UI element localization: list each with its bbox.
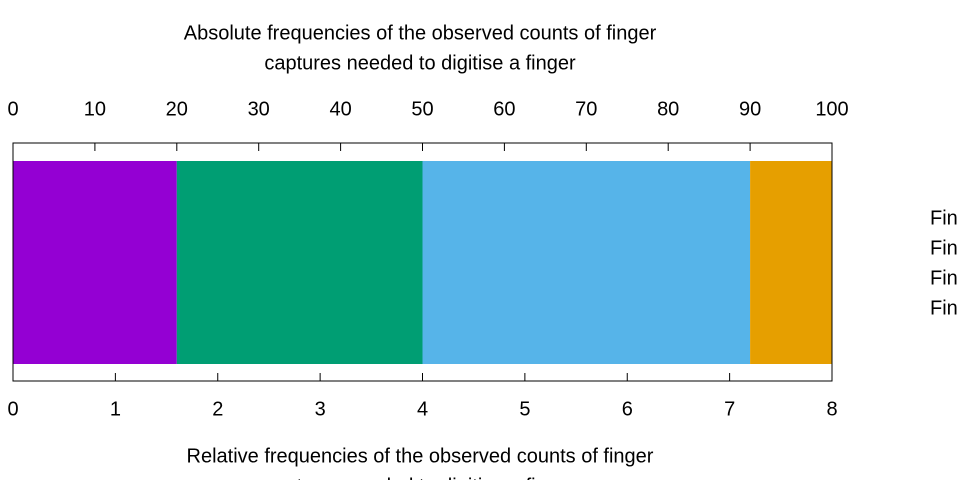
x2-tick-label: 90: [739, 98, 761, 120]
x2-tick-label: 100: [815, 98, 848, 120]
legend-label: Fin: [930, 297, 958, 319]
x-tick-label: 3: [315, 398, 326, 420]
x-tick-label: 6: [622, 398, 633, 420]
x2-tick-label: 60: [493, 98, 515, 120]
chart-title: captures needed to digitise a finger: [264, 52, 576, 74]
x-axis-title: Relative frequencies of the observed cou…: [187, 445, 654, 467]
x2-tick-label: 70: [575, 98, 597, 120]
x2-tick-label: 50: [411, 98, 433, 120]
x-tick-label: 4: [417, 398, 428, 420]
x-tick-label: 5: [519, 398, 530, 420]
legend-label: Fin: [930, 267, 958, 289]
x2-tick-label: 30: [248, 98, 270, 120]
x-tick-label: 8: [826, 398, 837, 420]
x2-tick-label: 10: [84, 98, 106, 120]
x-tick-label: 2: [212, 398, 223, 420]
x2-tick-label: 40: [329, 98, 351, 120]
bar-segment: [13, 161, 177, 364]
x2-tick-label: 0: [7, 98, 18, 120]
x2-tick-label: 20: [166, 98, 188, 120]
legend-label: Fin: [930, 237, 958, 259]
x-tick-label: 1: [110, 398, 121, 420]
bar-segment: [422, 161, 751, 364]
legend-label: Fin: [930, 207, 958, 229]
chart-title: Absolute frequencies of the observed cou…: [184, 22, 657, 44]
bar-segment: [750, 161, 832, 364]
x-axis-title: captures needed to digitise a finger: [264, 475, 576, 480]
x-tick-label: 0: [7, 398, 18, 420]
x2-tick-label: 80: [657, 98, 679, 120]
bar-segment: [176, 161, 423, 364]
x-tick-label: 7: [724, 398, 735, 420]
